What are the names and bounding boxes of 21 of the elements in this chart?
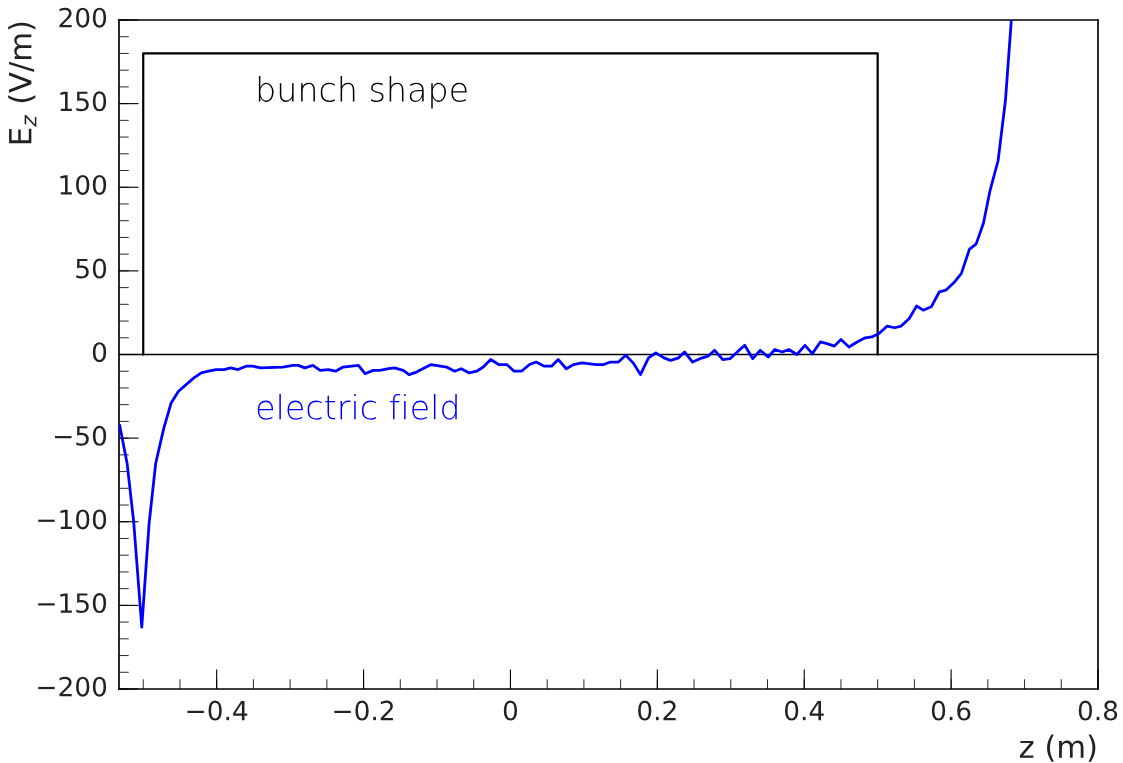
y-tick-label: 0: [92, 342, 107, 363]
x-tick-label: 0.2: [638, 700, 676, 721]
y-tick-label: 50: [76, 258, 107, 279]
series-label: electric field: [257, 393, 457, 420]
y-tick-label: −200: [38, 676, 107, 697]
y-tick-label: −150: [38, 593, 107, 614]
line-series: [119, 20, 1013, 629]
y-axis-title: E$_{z}$ (V/m): [8, 22, 37, 144]
x-axis-title: z (m): [1019, 734, 1096, 762]
y-tick-label: 100: [60, 174, 107, 195]
x-tick-label: −0.4: [187, 700, 248, 721]
x-tick-label: 0: [503, 700, 518, 721]
x-tick-label: 0.6: [931, 700, 971, 721]
y-tick-label: 150: [60, 91, 107, 112]
x-tick-label: −0.2: [334, 700, 393, 721]
y-tick-label: −50: [54, 425, 107, 446]
x-tick-label: 0.4: [784, 700, 824, 721]
y-tick-label: 200: [59, 7, 107, 28]
series-label: bunch shape: [258, 76, 467, 109]
x-tick-label: 0.8: [1078, 700, 1118, 721]
y-tick-label: −100: [38, 509, 107, 530]
